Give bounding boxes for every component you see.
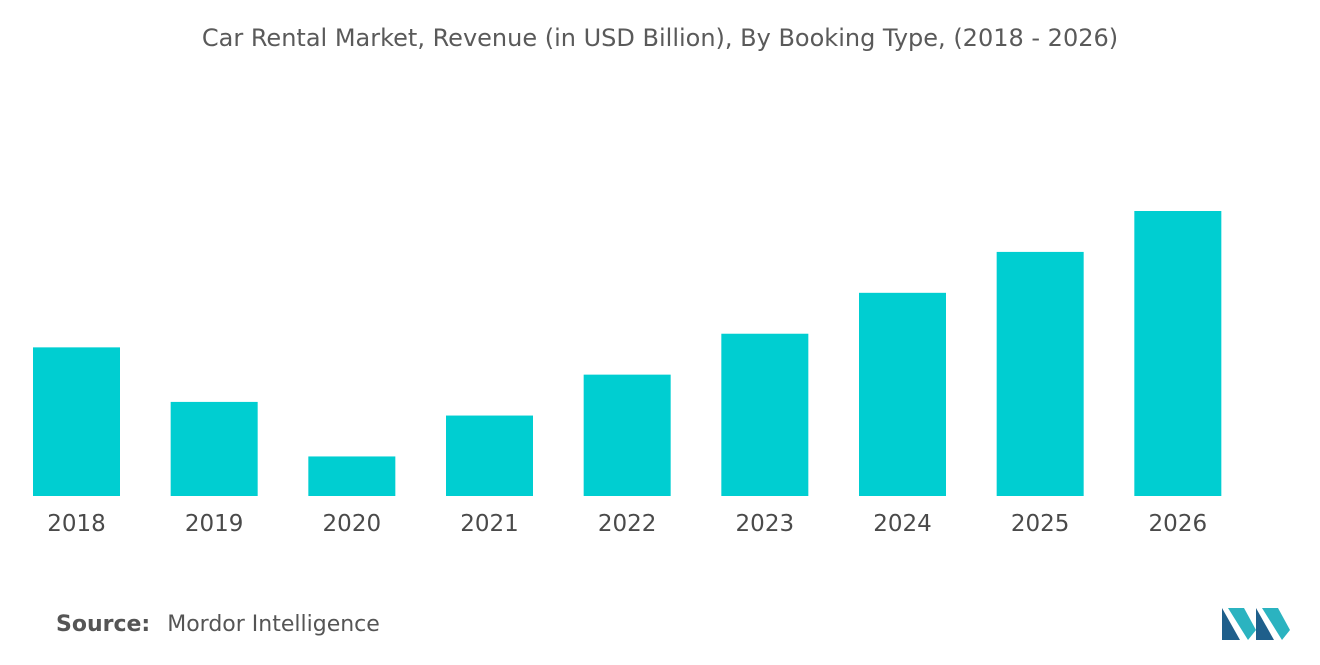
x-tick-label-2020: 2020 [323,511,382,537]
bar-2019 [170,401,258,496]
logo-left-light-shape [1228,608,1256,640]
x-tick-label-2025: 2025 [1011,511,1070,537]
x-tick-label-2021: 2021 [460,511,519,537]
x-tick-label-2023: 2023 [736,511,795,537]
bar-2023 [721,333,809,496]
bar-2024 [859,292,946,496]
x-tick-label-2018: 2018 [47,511,106,537]
bar-2018 [33,347,120,496]
x-axis-labels: 2018 2019 2020 2021 2022 2023 2024 2025 2026 [47,511,1207,537]
chart-title: Car Rental Market, Revenue (in USD Billi… [201,24,1119,52]
bars-group [33,211,1222,496]
logo-right-light-shape [1262,608,1290,640]
logo-left-dark-shape [1222,608,1240,640]
source-line: Source: Mordor Intelligence [56,612,380,637]
source-label: Source: [56,612,151,637]
logo-right-dark-shape [1256,608,1274,640]
source-text: Mordor Intelligence [167,612,380,637]
bar-2026 [1134,211,1222,496]
x-tick-label-2026: 2026 [1149,511,1208,537]
x-tick-label-2022: 2022 [598,511,657,537]
bar-2021 [446,415,533,496]
bar-2025 [996,251,1084,496]
x-tick-label-2019: 2019 [185,511,244,537]
bar-2022 [583,374,671,496]
x-tick-label-2024: 2024 [873,511,932,537]
mordor-intelligence-logo-icon [1222,604,1290,645]
bar-2020 [308,456,396,496]
